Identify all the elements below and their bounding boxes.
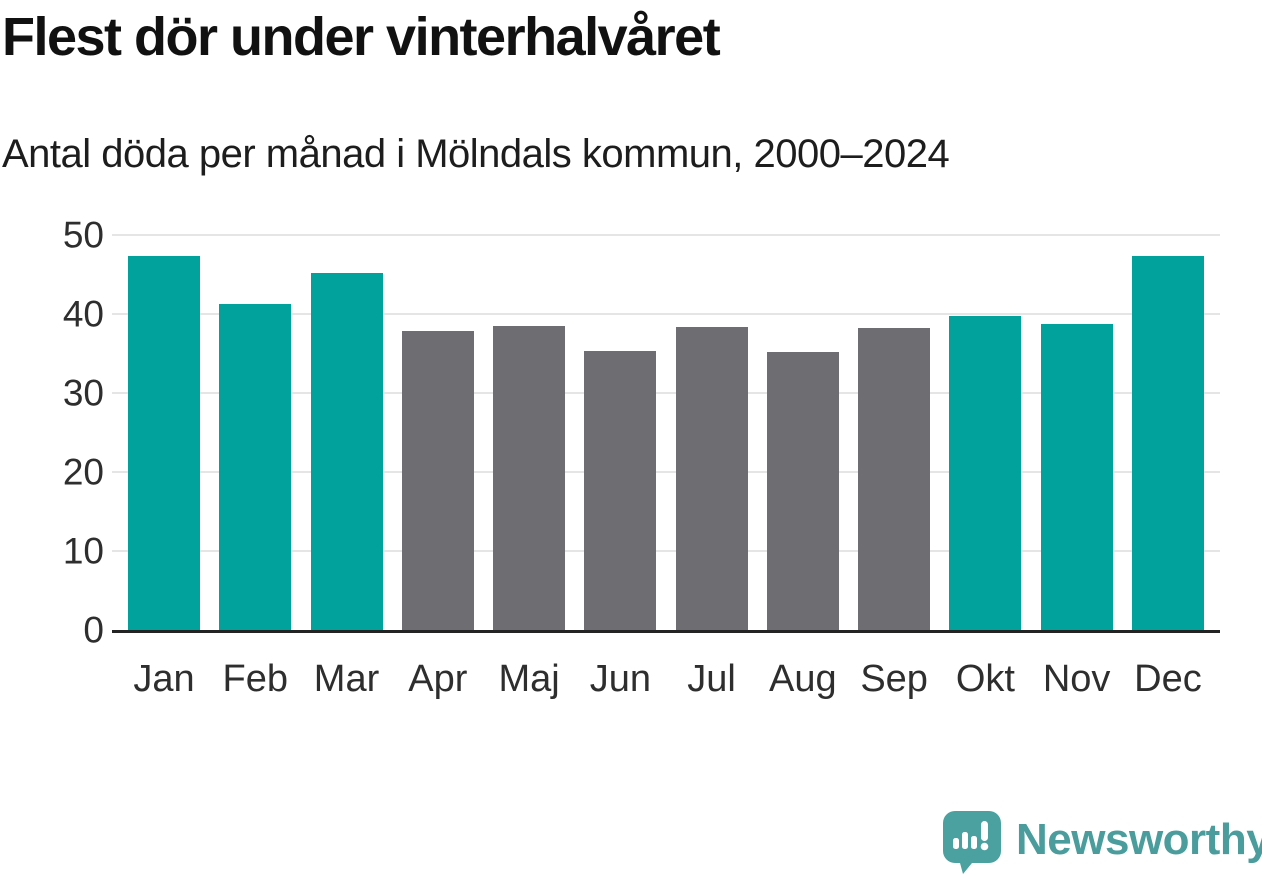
footer-brand-lockup: Newsworthy [942, 810, 1262, 874]
y-tick-label: 20 [62, 451, 104, 493]
x-tick-label-nov: Nov [1042, 658, 1111, 700]
bar-jan [128, 256, 200, 630]
x-axis-labels: Jan Feb Mar Apr Maj Jun Jul Aug Sep Okt Nov Dec [112, 655, 1220, 703]
x-tick-label-dec: Dec [1134, 658, 1202, 700]
bars-container [112, 235, 1220, 630]
plot-area [112, 234, 1220, 633]
y-tick-label: 40 [62, 293, 104, 335]
gridline [112, 550, 1220, 552]
bar-maj [493, 325, 566, 630]
x-tick-label-aug: Aug [769, 658, 837, 700]
x-tick-label-jul: Jul [687, 658, 736, 700]
x-tick-label-jun: Jun [589, 658, 651, 700]
x-tick-label-feb: Feb [222, 658, 288, 700]
chart-subtitle: Antal döda per månad i Mölndals kommun, … [2, 132, 950, 176]
x-tick-label-okt: Okt [955, 658, 1015, 700]
bar-chart: 0 10 20 30 40 50 Jan Feb Mar Apr Maj Jun Jul Aug Sep O… [0, 217, 1220, 715]
bar-okt [949, 316, 1022, 630]
bar-jun [584, 351, 657, 630]
bar-sep [858, 328, 931, 630]
y-tick-label: 30 [62, 372, 104, 414]
gridline [112, 234, 1220, 236]
x-tick-label-maj: Maj [498, 658, 560, 700]
bar-nov [1040, 324, 1113, 630]
bar-apr [401, 330, 474, 630]
y-tick-label: 0 [83, 609, 104, 651]
y-tick-label: 50 [62, 214, 104, 256]
chart-title: Flest dör under vinterhalvåret [2, 7, 721, 67]
bar-jul [675, 327, 748, 630]
y-axis: 0 10 20 30 40 50 [0, 217, 104, 649]
x-tick-label-mar: Mar [313, 658, 380, 700]
x-tick-label-jan: Jan [133, 658, 195, 700]
bar-aug [766, 351, 839, 630]
x-axis-line [112, 630, 1220, 633]
bar-mar [310, 272, 383, 630]
brand-name: Newsworthy [1016, 815, 1262, 864]
gridline [112, 313, 1220, 315]
bar-dec [1131, 256, 1204, 630]
bar-feb [219, 303, 292, 630]
x-tick-label-sep: Sep [860, 658, 928, 700]
gridline [112, 392, 1220, 394]
x-tick-label-apr: Apr [408, 658, 468, 700]
gridline [112, 471, 1220, 473]
newsworthy-logo-icon [943, 811, 1001, 874]
y-tick-label: 10 [62, 530, 104, 572]
